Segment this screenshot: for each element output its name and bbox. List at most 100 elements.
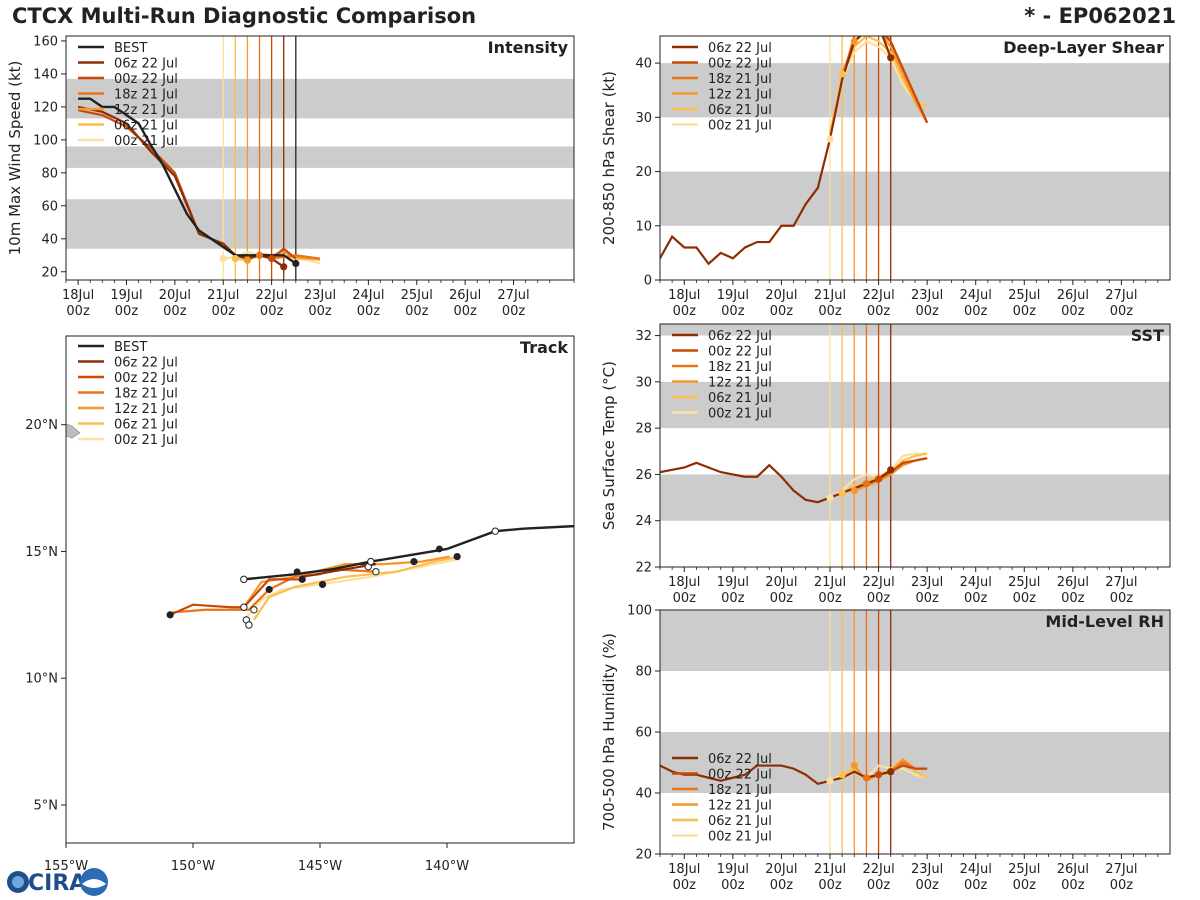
shear-legend-label-run-5: 00z 21 Jul [708,119,772,134]
sst-marker-0 [887,466,895,474]
rh-xtick-date-5: 23Jul [911,862,943,877]
shear-ytick-label-0: 0 [644,274,652,289]
logo-globe-inner-icon [12,876,24,888]
track-plot-area [66,423,574,629]
shear-xtick-hour-1: 00z [721,304,745,319]
intensity-band-1 [66,146,574,168]
track-marker-5 [410,558,418,566]
intensity-xtick-date-6: 24Jul [352,288,384,303]
track-open-marker-4 [245,621,253,629]
sst-xtick-hour-5: 00z [915,591,939,606]
sst-legend-label-run-4: 06z 21 Jul [708,391,772,406]
rh-band-0 [660,732,1170,793]
shear-xtick-date-5: 23Jul [911,288,943,303]
sst-xtick-hour-0: 00z [673,591,697,606]
track-xtick-label-0: 155°W [44,859,88,874]
track-legend-label-run-0: 06z 22 Jul [114,356,178,371]
rh-ytick-label-1: 40 [635,787,652,802]
intensity-ytick-label-2: 60 [41,199,58,214]
sst-xtick-date-9: 27Jul [1105,575,1137,590]
rh-xtick-date-0: 18Jul [668,862,700,877]
rh-legend-label-run-0: 06z 22 Jul [708,752,772,767]
intensity-xtick-hour-8: 00z [453,304,477,319]
sst-xtick-date-7: 25Jul [1008,575,1040,590]
track-marker-1 [166,611,174,619]
shear-xtick-hour-5: 00z [915,304,939,319]
shear-plot-area [660,36,929,266]
intensity-xtick-hour-0: 00z [66,304,90,319]
shear-xtick-hour-4: 00z [867,304,891,319]
rh-marker-3 [850,761,858,770]
rh-xtick-hour-3: 00z [818,878,842,893]
hawaii-island-icon [66,423,81,439]
intensity-xtick-hour-6: 00z [357,304,381,319]
shear-xtick-date-6: 24Jul [960,288,992,303]
intensity-ytick-label-7: 160 [33,34,58,49]
rh-xtick-hour-9: 00z [1110,878,1134,893]
sst-xtick-hour-9: 00z [1110,591,1134,606]
intensity-xtick-hour-7: 00z [405,304,429,319]
intensity-xtick-hour-5: 00z [308,304,332,319]
shear-legend-label-run-0: 06z 22 Jul [708,41,772,56]
track-legend-label-run-1: 00z 22 Jul [114,371,178,386]
track-open-marker-3 [250,606,258,614]
rh-series-0 [660,764,891,786]
intensity-xtick-date-2: 20Jul [159,288,191,303]
shear-series-0 [660,36,892,266]
intensity-ytick-label-6: 140 [33,67,58,82]
track-xtick-label-3: 140°W [425,859,469,874]
shear-xtick-date-7: 25Jul [1008,288,1040,303]
rh-xtick-date-3: 21Jul [814,862,846,877]
sst-marker-1 [874,475,883,483]
logo-text: CIRA [28,871,86,896]
sst-band-0 [660,474,1170,521]
rh-band-1 [660,610,1170,671]
track-title: Track [520,338,568,357]
shear-marker-4 [838,70,846,78]
track-legend-label-run-3: 12z 21 Jul [114,402,178,417]
shear-marker-3 [850,37,858,46]
rh-xtick-date-2: 20Jul [765,862,797,877]
sst-xtick-hour-6: 00z [964,591,988,606]
sst-band-2 [660,324,1170,336]
intensity-plot-area [77,97,321,271]
shear-xtick-hour-2: 00z [770,304,794,319]
rh-xtick-date-1: 19Jul [717,862,749,877]
rh-ylabel: 700-500 hPa Humidity (%) [600,633,618,831]
track-ytick-label-0: 5°N [34,798,59,813]
track-marker-0 [298,575,306,583]
sst-marker-5 [826,493,834,502]
sst-ytick-label-1: 24 [635,514,652,529]
intensity-legend-label-run-2: 18z 21 Jul [114,88,178,103]
figure-title: CTCX Multi-Run Diagnostic Comparison [12,4,477,28]
intensity-xtick-hour-2: 00z [163,304,187,319]
sst-xtick-date-8: 26Jul [1057,575,1089,590]
rh-legend-label-run-3: 12z 21 Jul [708,799,772,814]
sst-xtick-hour-1: 00z [721,591,745,606]
intensity-title: Intensity [488,38,569,57]
sst-xtick-date-1: 19Jul [717,575,749,590]
shear-ytick-label-3: 30 [635,111,652,126]
intensity-ytick-label-3: 80 [41,166,58,181]
intensity-xtick-date-5: 23Jul [304,288,336,303]
shear-band-0 [660,171,1170,226]
sst-xtick-hour-8: 00z [1061,591,1085,606]
rh-xtick-hour-4: 00z [867,878,891,893]
track-open-marker-2 [372,568,380,576]
shear-xtick-hour-0: 00z [673,304,697,319]
track-ytick-label-3: 20°N [25,418,58,433]
track-best-open-marker-2 [240,575,248,584]
rh-xtick-date-7: 25Jul [1008,862,1040,877]
shear-band-1 [660,63,1170,118]
rh-xtick-date-9: 27Jul [1105,862,1137,877]
shear-ytick-label-1: 10 [635,219,652,234]
sst-series-1 [878,457,928,481]
intensity-xtick-date-4: 22Jul [256,288,288,303]
rh-ytick-label-0: 20 [635,848,652,863]
shear-xtick-date-8: 26Jul [1057,288,1089,303]
intensity-legend-label-run-5: 00z 21 Jul [114,134,178,149]
sst-legend-label-run-5: 00z 21 Jul [708,407,772,422]
track-marker-4 [453,552,461,561]
shear-marker-0 [887,54,895,62]
shear-xtick-date-1: 19Jul [717,288,749,303]
